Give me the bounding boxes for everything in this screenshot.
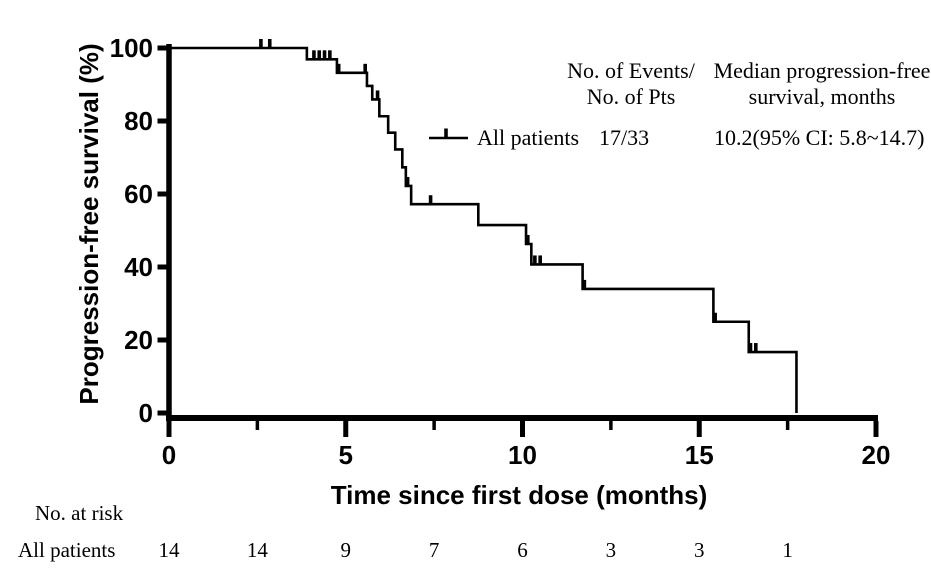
y-tick-label: 80 bbox=[124, 106, 153, 136]
y-tick-label: 100 bbox=[110, 33, 153, 63]
at-risk-count: 14 bbox=[246, 538, 268, 562]
events-header-line1: No. of Events/ bbox=[567, 58, 695, 83]
y-tick-label: 0 bbox=[139, 398, 153, 428]
km-step-curve bbox=[169, 46, 798, 413]
at-risk-count: 3 bbox=[605, 538, 617, 562]
censor-tick-legend-symbol bbox=[429, 128, 468, 140]
y-tick-label: 60 bbox=[124, 179, 153, 209]
at-risk-count: 9 bbox=[340, 538, 352, 562]
median-header-line1: Median progression-free bbox=[713, 58, 931, 83]
x-tick-label: 0 bbox=[162, 440, 176, 470]
at-risk-count: 1 bbox=[782, 538, 793, 562]
x-tick-label: 20 bbox=[862, 440, 891, 470]
median-header-line2: survival, months bbox=[748, 84, 896, 109]
at-risk-count: 6 bbox=[517, 538, 528, 562]
at-risk-title: No. at risk bbox=[35, 501, 124, 525]
events-column-header: No. of Events/ No. of Pts bbox=[521, 58, 741, 110]
legend-median-value: 10.2(95% CI: 5.8~14.7) bbox=[714, 125, 925, 150]
legend-events-value: 17/33 bbox=[599, 125, 650, 150]
legend-group-label: All patients bbox=[477, 125, 580, 150]
median-column-header: Median progression-free survival, months bbox=[687, 58, 931, 110]
x-tick-label: 15 bbox=[685, 440, 714, 470]
x-tick-label: 10 bbox=[508, 440, 537, 470]
at-risk-count: 3 bbox=[694, 538, 705, 562]
at-risk-count: 7 bbox=[428, 538, 440, 562]
x-tick-label: 5 bbox=[339, 440, 353, 470]
y-axis-title: Progression-free survival (%) bbox=[74, 43, 104, 404]
events-header-line2: No. of Pts bbox=[586, 84, 676, 109]
y-tick-label: 20 bbox=[124, 325, 153, 355]
y-tick-label: 40 bbox=[124, 252, 153, 282]
at-risk-row-label: All patients bbox=[18, 538, 116, 562]
at-risk-count: 14 bbox=[158, 538, 180, 562]
x-axis-title: Time since first dose (months) bbox=[331, 480, 708, 510]
